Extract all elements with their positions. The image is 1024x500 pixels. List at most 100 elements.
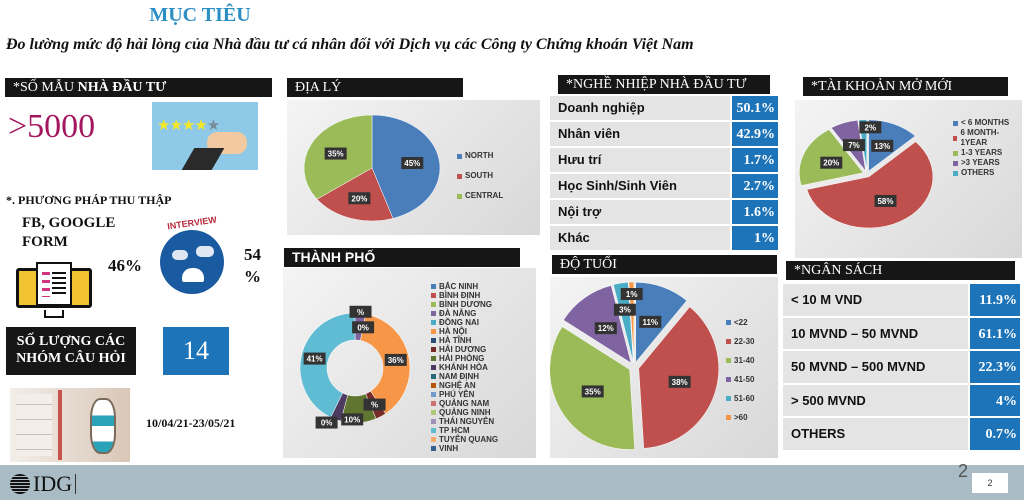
legend-item: CENTRAL xyxy=(457,186,503,206)
data-label: 13% xyxy=(871,139,894,152)
legend-label: SOUTH xyxy=(465,171,493,180)
legend-item: KHÁNH HÒA xyxy=(431,363,498,372)
legend-label: CENTRAL xyxy=(465,191,504,200)
account-chart: 13% 58% 20% 7% 2% < 6 MONTHS 6 MONTH-1YEAR 1-3… xyxy=(795,100,1022,258)
legend-swatch xyxy=(431,419,436,424)
row-label: Nhân viên xyxy=(550,122,730,146)
legend-item: < 6 MONTHS xyxy=(953,118,1019,128)
legend-item: PHÚ YÊN xyxy=(431,390,498,399)
legend-label: NGHỆ AN xyxy=(439,381,476,390)
legend-swatch xyxy=(431,320,436,325)
data-label: 20% xyxy=(348,192,371,205)
occupation-table: Doanh nghiệp 50.1% Nhân viên 42.9% Hưu trí 1.… xyxy=(550,96,778,250)
age-pie: 11% 38% 35% 12% 3% 1% xyxy=(549,281,719,450)
table-row: > 500 MVND 4% xyxy=(783,384,1020,416)
svg-text:11%: 11% xyxy=(642,318,658,327)
svg-text:7%: 7% xyxy=(848,141,860,150)
page-number: 2 xyxy=(958,461,969,481)
table-row: < 10 M VND 11.9% xyxy=(783,284,1020,316)
logo-text: IDG xyxy=(33,471,73,496)
legend-swatch xyxy=(726,396,731,401)
svg-text:58%: 58% xyxy=(877,197,893,206)
row-label: Hưu trí xyxy=(550,148,730,172)
legend-label: >60 xyxy=(734,413,748,422)
legend-swatch xyxy=(431,329,436,334)
legend-swatch xyxy=(431,401,436,406)
legend-label: KHÁNH HÒA xyxy=(439,363,488,372)
sample-value: >5000 xyxy=(8,108,96,145)
row-value: 1.6% xyxy=(732,200,778,224)
row-label: Nội trợ xyxy=(550,200,730,224)
legend-label: < 6 MONTHS xyxy=(961,118,1010,127)
question-groups-value: 14 xyxy=(163,327,229,375)
legend-swatch xyxy=(726,377,731,382)
legend-label: BÌNH DƯƠNG xyxy=(439,300,493,309)
svg-text:36%: 36% xyxy=(388,356,404,365)
city-donut: 0%% 36%% 10% 0% 41% xyxy=(299,305,411,429)
legend-swatch xyxy=(953,150,958,156)
geo-header: ĐỊA LÝ xyxy=(287,78,463,97)
legend-item: OTHERS xyxy=(953,168,1019,178)
legend-label: ĐÀ NẴNG xyxy=(439,309,477,318)
legend-item: QUẢNG NAM xyxy=(431,399,498,408)
legend-label: BÌNH ĐỊNH xyxy=(439,291,481,300)
legend-label: HÀ TĨNH xyxy=(439,336,472,345)
legend-label: PHÚ YÊN xyxy=(439,390,475,399)
legend-item: BÌNH ĐỊNH xyxy=(431,291,498,300)
data-label: 58% xyxy=(874,194,897,207)
row-value: 2.7% xyxy=(732,174,778,198)
method-header: *. PHƯƠNG PHÁP THU THẬP xyxy=(6,193,172,207)
svg-text:2%: 2% xyxy=(865,123,877,132)
svg-text:38%: 38% xyxy=(672,378,688,387)
table-row: Hưu trí 1.7% xyxy=(550,148,778,172)
legend-item: SOUTH xyxy=(457,166,503,186)
legend-label: 31-40 xyxy=(734,356,755,365)
svg-text:20%: 20% xyxy=(823,159,839,168)
legend-item: VINH xyxy=(431,444,498,453)
legend-label: THÁI NGUYÊN xyxy=(439,417,495,426)
legend-swatch xyxy=(431,338,436,343)
interview-icon: INTERVIEW xyxy=(156,215,228,296)
legend-label: 41-50 xyxy=(734,375,755,384)
legend-item: NGHỆ AN xyxy=(431,381,498,390)
legend-swatch xyxy=(431,347,436,352)
legend-item: >3 YEARS xyxy=(953,158,1019,168)
svg-text:1%: 1% xyxy=(626,290,638,299)
legend-item: TP HCM xyxy=(431,426,498,435)
legend-swatch xyxy=(431,446,436,451)
data-label: 7% xyxy=(842,139,865,152)
legend-label: QUẢNG NINH xyxy=(439,408,491,417)
legend-swatch xyxy=(431,284,436,289)
row-value: 0.7% xyxy=(970,418,1020,450)
legend-item: 31-40 xyxy=(726,351,754,370)
legend-item: HẢI DƯƠNG xyxy=(431,345,498,354)
row-label: Khác xyxy=(550,226,730,250)
data-label: 0% xyxy=(315,416,338,429)
legend-swatch xyxy=(953,160,958,166)
online-form-monitor-icon xyxy=(14,262,94,320)
legend-swatch xyxy=(431,374,436,379)
legend-swatch xyxy=(726,358,731,363)
data-label: 35% xyxy=(581,385,604,398)
occupation-header: *NGHỀ NHIỆP NHÀ ĐẦU TƯ xyxy=(558,75,770,94)
legend-item: 6 MONTH-1YEAR xyxy=(953,128,1019,148)
logo-divider xyxy=(75,474,77,494)
sample-header: *SỐ MẪU NHÀ ĐẦU TƯ xyxy=(5,78,272,97)
legend-label: TUYÊN QUANG xyxy=(439,435,499,444)
data-label: 41% xyxy=(303,352,326,365)
data-label: 0% xyxy=(352,321,375,334)
sample-header-bold: NHÀ ĐẦU TƯ xyxy=(77,80,167,95)
legend-item: QUẢNG NINH xyxy=(431,408,498,417)
geo-chart: 45% 20% 35% NORTH SOUTH CENTRAL xyxy=(287,100,540,235)
svg-text:12%: 12% xyxy=(598,324,614,333)
legend-swatch xyxy=(726,415,731,420)
city-header: THÀNH PHỐ xyxy=(284,248,520,267)
svg-text:35%: 35% xyxy=(328,150,344,159)
row-label: OTHERS xyxy=(783,418,968,450)
legend-swatch xyxy=(431,311,436,316)
legend-swatch xyxy=(431,365,436,370)
budget-header: *NGÂN SÁCH xyxy=(786,261,1015,280)
row-value: 22.3% xyxy=(970,351,1020,383)
legend-label: ĐỒNG NAI xyxy=(439,318,479,327)
data-label: % xyxy=(363,398,386,411)
